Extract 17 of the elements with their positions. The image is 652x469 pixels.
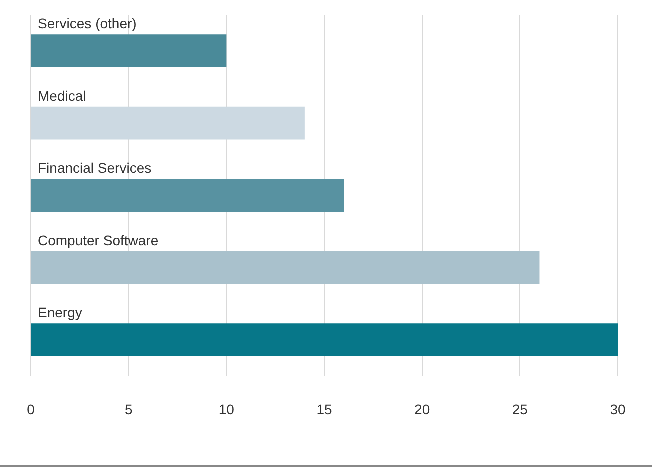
x-tick-label: 15	[316, 401, 332, 418]
bar	[32, 251, 540, 284]
bar	[32, 179, 344, 212]
y-tick-label: Financial Services	[38, 160, 152, 176]
x-tick-label: 10	[218, 401, 235, 418]
y-tick-label: Energy	[38, 304, 82, 321]
bar	[32, 324, 618, 357]
y-tick-label: Computer Software	[38, 232, 159, 248]
y-tick-label: Services (other)	[38, 16, 137, 32]
x-tick-label: 25	[512, 401, 528, 418]
x-tick-label: 5	[124, 401, 133, 418]
bar	[32, 106, 305, 140]
bar	[32, 34, 227, 68]
x-tick-label: 0	[27, 401, 36, 418]
y-tick-label: Medical	[38, 88, 86, 104]
x-tick-label: 20	[414, 401, 430, 418]
x-tick-label: 30	[610, 401, 626, 418]
